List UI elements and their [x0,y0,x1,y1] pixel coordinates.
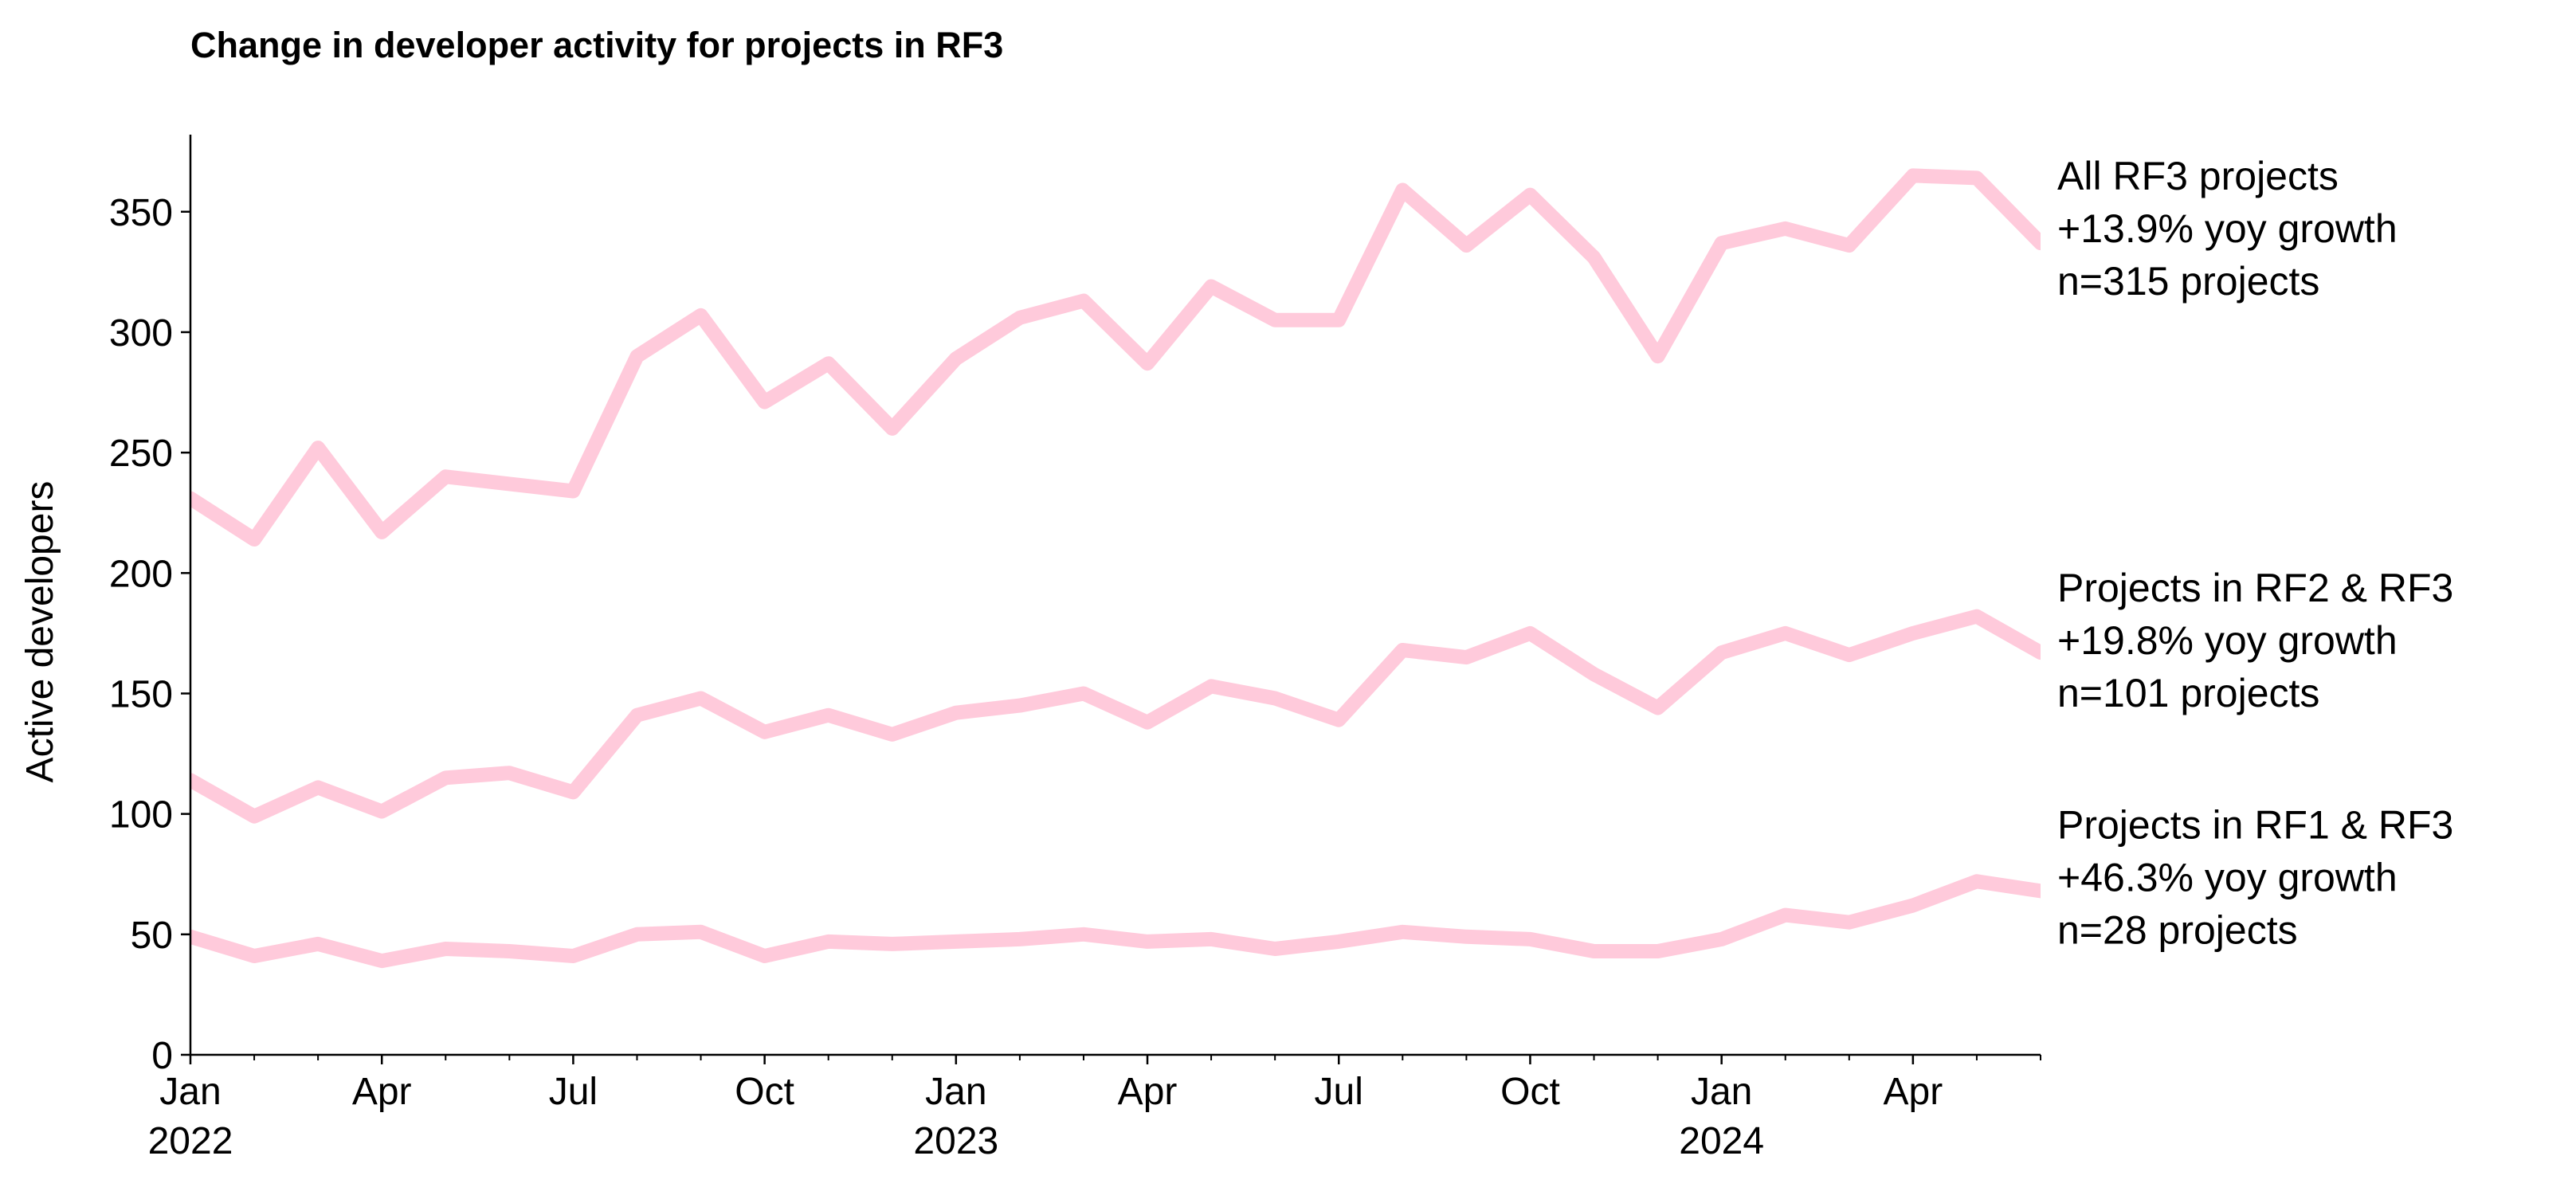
series-annotation: +13.9% yoy growth [2057,206,2398,251]
x-tick-year-label: 2023 [913,1120,998,1162]
x-tick-label: Jul [1315,1071,1363,1113]
x-tick-label: Jan [925,1071,986,1113]
x-tick-label: Jan [1691,1071,1752,1113]
series-annotation: Projects in RF1 & RF3 [2057,802,2453,847]
x-tick-label: Jul [549,1071,598,1113]
y-tick-label: 150 [109,673,173,715]
x-tick-label: Apr [1884,1071,1943,1113]
series-annotation: n=28 projects [2057,907,2298,952]
x-tick-label: Oct [735,1071,794,1113]
y-tick-label: 300 [109,312,173,355]
y-tick-label: 250 [109,433,173,475]
series-line-3 [190,874,2041,969]
y-tick-label: 350 [109,192,173,234]
series-annotation: n=315 projects [2057,259,2319,304]
chart-title: Change in developer activity for project… [190,25,1003,65]
series-annotation: n=101 projects [2057,671,2319,715]
series-annotation: +19.8% yoy growth [2057,618,2398,663]
y-tick-label: 0 [151,1035,173,1077]
y-tick-label: 50 [131,915,173,957]
series-annotation: All RF3 projects [2057,154,2339,198]
x-tick-label: Oct [1500,1071,1560,1113]
y-axis-label: Active developers [19,481,61,783]
x-tick-label: Apr [1118,1071,1178,1113]
series-line-2 [190,609,2041,824]
series-annotation: Projects in RF2 & RF3 [2057,566,2453,610]
y-tick-label: 200 [109,553,173,595]
x-tick-year-label: 2024 [1679,1120,1764,1162]
series-annotation: +46.3% yoy growth [2057,855,2398,899]
x-tick-year-label: 2022 [148,1120,233,1162]
x-tick-label: Jan [159,1071,221,1113]
series-line-1 [190,168,2041,547]
y-tick-label: 100 [109,794,173,837]
x-tick-label: Apr [352,1071,412,1113]
